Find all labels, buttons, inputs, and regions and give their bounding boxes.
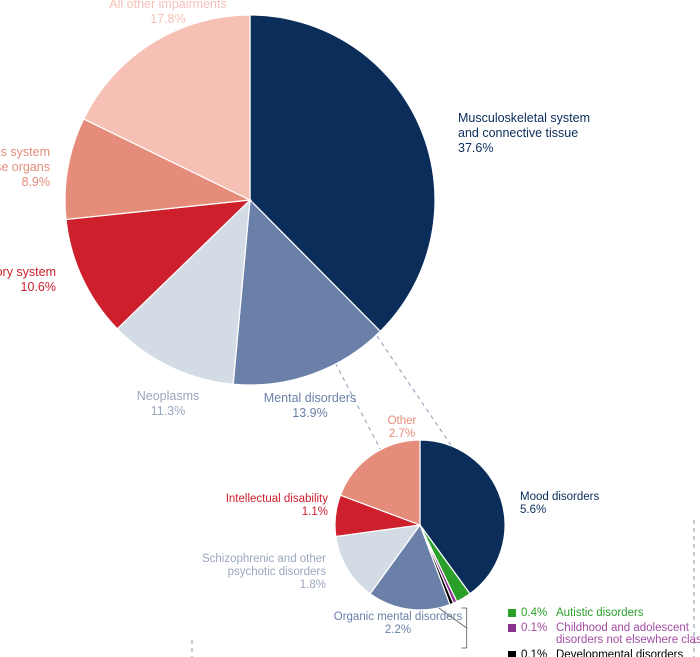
legend-pct-autistic: 0.4% xyxy=(521,607,547,619)
legend-label2-childhood: disorders not elsewhere classified xyxy=(556,634,700,646)
chart-root: Musculoskeletal systemand connective tis… xyxy=(0,0,700,657)
legend-swatch-autistic xyxy=(508,609,516,617)
label-line1: All other impairments xyxy=(109,0,226,11)
label-line1: Nervous system xyxy=(0,145,50,159)
label-line2: and connective tissue xyxy=(458,126,578,140)
label-pct: 11.3% xyxy=(151,404,186,418)
label-line1: Schizophrenic and other xyxy=(202,553,326,565)
main-label-neoplasms: Neoplasms11.3% xyxy=(137,389,200,418)
main-label-circulatory: Circulatory system10.6% xyxy=(0,265,56,294)
main-pie xyxy=(65,15,435,385)
label-line1: Neoplasms xyxy=(137,389,200,403)
sub-label-intellectual: Intellectual disability1.1% xyxy=(226,493,329,518)
label-pct: 37.6% xyxy=(458,141,493,155)
label-pct: 5.6% xyxy=(520,504,546,516)
legend-pct-developmental: 0.1% xyxy=(521,649,547,657)
sub-label-organic: Organic mental disorders2.2% xyxy=(334,611,463,636)
label-pct: 1.8% xyxy=(300,579,326,591)
callout-legend: 0.4% Autistic disorders 0.1% Childhood and … xyxy=(508,607,700,657)
label-line1: Intellectual disability xyxy=(226,493,329,505)
label-pct: 13.9% xyxy=(292,406,327,420)
label-pct: 2.7% xyxy=(389,428,415,440)
legend-label-childhood: Childhood and adolescent xyxy=(556,622,690,634)
legend-swatch-childhood xyxy=(508,624,516,632)
legend-pct-childhood: 0.1% xyxy=(521,622,547,634)
label-pct: 17.8% xyxy=(150,12,185,26)
label-line1: Musculoskeletal system xyxy=(458,111,590,125)
sub-label-sub-other: Other2.7% xyxy=(388,415,417,440)
main-label-musculoskeletal: Musculoskeletal systemand connective tis… xyxy=(458,111,590,155)
main-label-nervous: Nervous systemand sense organs8.9% xyxy=(0,145,50,189)
label-pct: 2.2% xyxy=(385,624,411,636)
sub-label-mood: Mood disorders5.6% xyxy=(520,491,600,516)
label-pct: 1.1% xyxy=(302,506,328,518)
label-line1: Other xyxy=(388,415,417,427)
label-line1: Mood disorders xyxy=(520,491,600,503)
label-line1: Mental disorders xyxy=(264,391,356,405)
legend-swatch-developmental xyxy=(508,651,516,657)
label-line2: and sense organs xyxy=(0,160,50,174)
main-label-mental: Mental disorders13.9% xyxy=(264,391,356,420)
legend-label-autistic: Autistic disorders xyxy=(556,607,644,619)
sub-label-schizo: Schizophrenic and otherpsychotic disorde… xyxy=(202,553,326,591)
label-line1: Circulatory system xyxy=(0,265,56,279)
label-line1: Organic mental disorders xyxy=(334,611,463,623)
label-pct: 8.9% xyxy=(22,175,51,189)
label-line2: psychotic disorders xyxy=(228,566,327,578)
legend-label-developmental: Developmental disorders xyxy=(556,649,683,657)
label-pct: 10.6% xyxy=(21,280,56,294)
sub-pie xyxy=(335,440,505,610)
